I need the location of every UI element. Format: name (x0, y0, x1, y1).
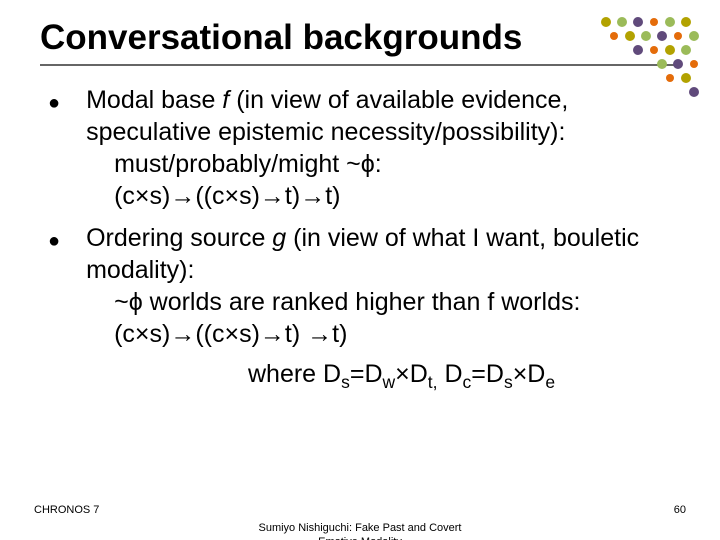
footer-left: CHRONOS 7 (34, 504, 99, 516)
bullet-text: Ordering source g (in view of what I wan… (86, 222, 680, 350)
bullet-lead: Modal base f (in view of available evide… (86, 86, 568, 146)
where-line: where Ds=Dw×Dt, Dc=Ds×De (48, 360, 680, 393)
bullet-lead: Ordering source g (in view of what I wan… (86, 224, 639, 284)
bullet-item: ● Modal base f (in view of available evi… (48, 84, 680, 212)
slide: Conversational backgrounds ● Modal base … (0, 0, 720, 540)
slide-body: ● Modal base f (in view of available evi… (40, 84, 680, 393)
footer-page-number: 60 (674, 504, 686, 516)
bullet-sub: (c×s)→((c×s)→t) →t) (86, 318, 680, 350)
bullet-marker-icon: ● (48, 87, 60, 119)
footer-center: Sumiyo Nishiguchi: Fake Past and CovertE… (0, 522, 720, 540)
title-underline (40, 64, 680, 66)
bullet-text: Modal base f (in view of available evide… (86, 84, 680, 212)
bullet-sub: (c×s)→((c×s)→t)→t) (86, 180, 680, 212)
bullet-item: ● Ordering source g (in view of what I w… (48, 222, 680, 350)
slide-title: Conversational backgrounds (40, 18, 680, 58)
bullet-sub: must/probably/might ~ϕ: (86, 148, 680, 180)
decor-dots (592, 12, 702, 102)
bullet-marker-icon: ● (48, 225, 60, 257)
bullet-sub: ~ϕ worlds are ranked higher than f world… (86, 286, 680, 318)
